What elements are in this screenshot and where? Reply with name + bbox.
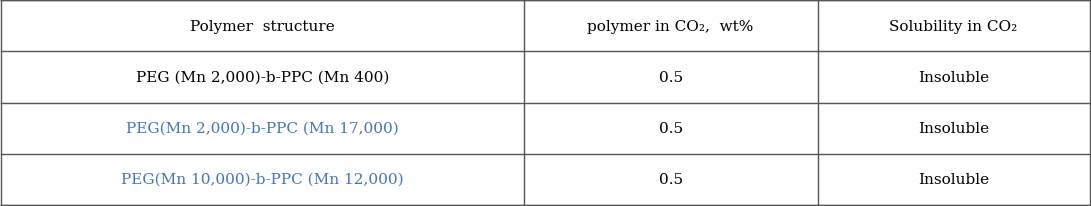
- Text: Insoluble: Insoluble: [918, 71, 990, 84]
- Text: Solubility in CO₂: Solubility in CO₂: [889, 20, 1018, 34]
- Text: Polymer  structure: Polymer structure: [190, 20, 335, 34]
- Text: polymer in CO₂,  wt%: polymer in CO₂, wt%: [587, 20, 754, 34]
- Text: 0.5: 0.5: [659, 172, 683, 186]
- Text: PEG (Mn 2,000)-b-PPC (Mn 400): PEG (Mn 2,000)-b-PPC (Mn 400): [136, 71, 389, 84]
- Text: Insoluble: Insoluble: [918, 122, 990, 135]
- Text: PEG(Mn 10,000)-b-PPC (Mn 12,000): PEG(Mn 10,000)-b-PPC (Mn 12,000): [121, 172, 404, 186]
- Text: Insoluble: Insoluble: [918, 172, 990, 186]
- Text: 0.5: 0.5: [659, 71, 683, 84]
- Text: 0.5: 0.5: [659, 122, 683, 135]
- Text: PEG(Mn 2,000)-b-PPC (Mn 17,000): PEG(Mn 2,000)-b-PPC (Mn 17,000): [127, 122, 399, 135]
